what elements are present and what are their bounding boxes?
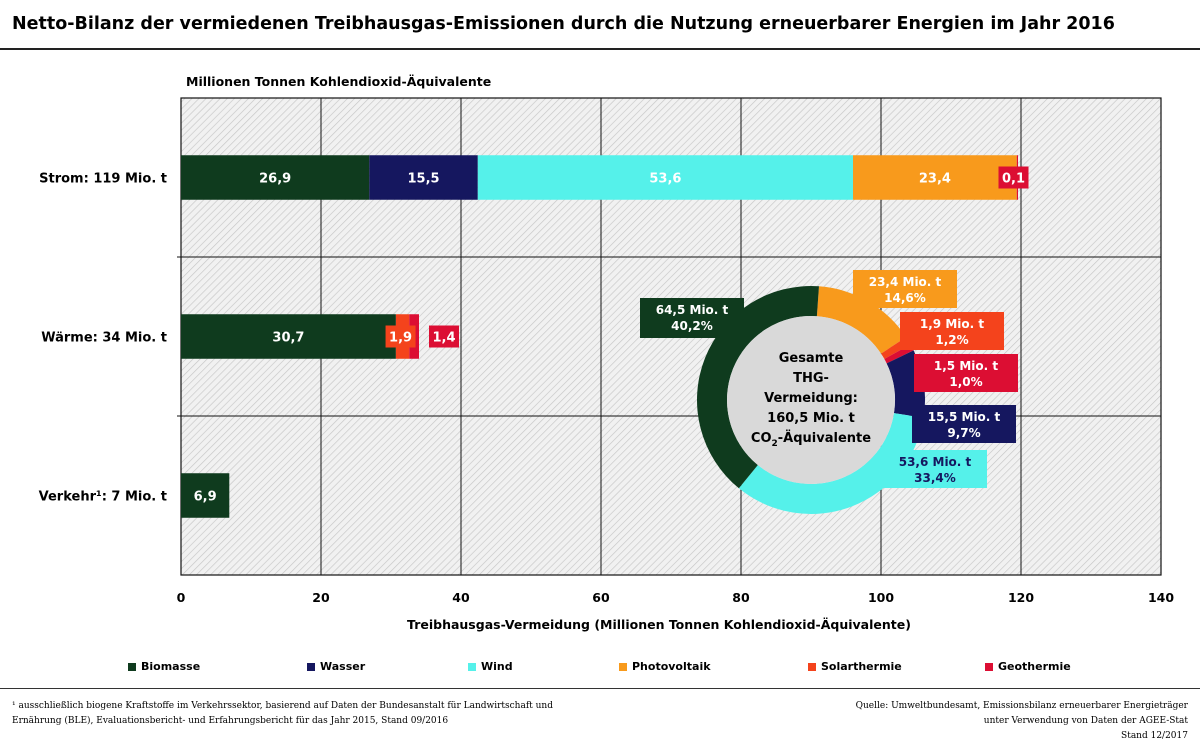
donut-percent-label: 1,0% (949, 375, 982, 389)
footnote-line: Ernährung (BLE), Evaluationsbericht- und… (12, 716, 449, 726)
y-category-label: Verkehr¹: 7 Mio. t (39, 490, 167, 505)
donut-value-label: 15,5 Mio. t (928, 410, 1001, 424)
legend-item-wind: Wind (468, 660, 513, 673)
y-category-label: Strom: 119 Mio. t (39, 172, 167, 187)
donut-percent-label: 1,2% (935, 333, 968, 347)
legend-item-photovoltaik: Photovoltaik (619, 660, 711, 673)
donut-slice-photovoltaik (816, 286, 907, 354)
legend-label: Geothermie (998, 660, 1071, 673)
x-tick-label: 20 (312, 590, 330, 605)
bar-segment-biomasse (181, 314, 396, 359)
bar-value-label-box (429, 325, 459, 348)
bar-value-label: 1,9 (389, 331, 412, 346)
footer-divider (0, 688, 1200, 689)
footnote: ¹ ausschließlich biogene Kraftstoffe im … (12, 699, 572, 729)
x-tick-label: 140 (1148, 590, 1174, 605)
bar-value-label: 1,4 (432, 331, 455, 346)
legend-item-biomasse: Biomasse (128, 660, 200, 673)
donut-value-label: 53,6 Mio. t (899, 455, 972, 469)
legend-swatch (808, 662, 816, 671)
bar-segment-photovoltaik (853, 155, 1017, 200)
x-tick-label: 80 (732, 590, 750, 605)
donut-value-label: 1,9 Mio. t (920, 317, 984, 331)
donut-label-box (640, 298, 744, 338)
donut-value-label: 64,5 Mio. t (656, 303, 729, 317)
donut-center-text: THG- (793, 371, 829, 386)
source-line: unter Verwendung von Daten der AGEE-Stat (983, 716, 1188, 726)
footnote-line: ¹ ausschließlich biogene Kraftstoffe im … (12, 701, 553, 711)
donut-label-box (900, 312, 1004, 350)
legend: Biomasse Wasser Wind Photovoltaik Solartherm… (0, 660, 1200, 678)
bar-value-label: 6,9 (194, 490, 217, 505)
bar-segment-biomasse (181, 473, 230, 518)
donut-percent-label: 9,7% (947, 426, 980, 440)
bar-value-label: 53,6 (649, 172, 681, 187)
donut-center-text: CO2-Äquivalente (751, 430, 871, 449)
donut-percent-label: 33,4% (914, 471, 956, 485)
bar-value-label: 23,4 (919, 172, 951, 187)
legend-item-wasser: Wasser (307, 660, 365, 673)
title-divider (0, 48, 1200, 50)
legend-swatch (619, 662, 627, 671)
legend-item-geothermie: Geothermie (985, 660, 1071, 673)
bar-value-label: 30,7 (272, 331, 304, 346)
legend-label: Solarthermie (821, 660, 902, 673)
legend-label: Biomasse (141, 660, 201, 673)
legend-item-solarthermie: Solarthermie (808, 660, 902, 673)
bar-value-label-box (385, 325, 416, 348)
x-tick-label: 120 (1008, 590, 1034, 605)
donut-label-box (912, 405, 1016, 443)
donut-percent-label: 14,6% (884, 291, 926, 305)
x-axis-label: Treibhausgas-Vermeidung (Millionen Tonne… (407, 617, 911, 632)
x-tick-label: 100 (868, 590, 894, 605)
x-tick-label: 0 (177, 590, 186, 605)
source-line: Stand 12/2017 (1121, 731, 1188, 741)
donut-center (727, 316, 895, 484)
donut-center-text: 160,5 Mio. t (767, 411, 855, 426)
donut-label-box (853, 270, 957, 308)
bar-segment-wasser (369, 155, 478, 200)
bar-value-label-box (998, 166, 1029, 189)
chart-title: Netto-Bilanz der vermiedenen Treibhausga… (12, 14, 1115, 34)
x-tick-label: 40 (452, 590, 470, 605)
x-tick-label: 60 (592, 590, 610, 605)
y-category-label: Wärme: 34 Mio. t (41, 331, 167, 346)
donut-percent-label: 40,2% (671, 319, 713, 333)
unit-label: Millionen Tonnen Kohlendioxid-Äquivalent… (186, 74, 491, 89)
donut-center-text: Gesamte (779, 351, 844, 366)
donut-slice-wind (738, 413, 924, 514)
legend-label: Photovoltaik (632, 660, 711, 673)
donut-value-label: 1,5 Mio. t (934, 359, 998, 373)
bar-value-label: 0,1 (1002, 172, 1025, 187)
legend-swatch (128, 662, 136, 671)
bar-segment-wind (477, 155, 853, 200)
legend-swatch (468, 662, 476, 671)
bar-value-label: 26,9 (259, 172, 291, 187)
donut-label-box (883, 450, 987, 488)
chart-area: Millionen Tonnen Kohlendioxid-Äquivalent… (39, 74, 1175, 632)
legend-swatch (307, 662, 315, 671)
bar-segment-biomasse (181, 155, 370, 200)
donut-center-text: Vermeidung: (764, 391, 858, 406)
legend-label: Wasser (320, 660, 366, 673)
donut-value-label: 23,4 Mio. t (869, 275, 942, 289)
source-line: Quelle: Umweltbundesamt, Emissionsbilanz… (855, 701, 1188, 711)
legend-swatch (985, 662, 993, 671)
bar-value-label: 15,5 (408, 172, 440, 187)
source-note: Quelle: Umweltbundesamt, Emissionsbilanz… (768, 699, 1188, 744)
donut-label-box (914, 354, 1018, 392)
legend-label: Wind (481, 660, 513, 673)
